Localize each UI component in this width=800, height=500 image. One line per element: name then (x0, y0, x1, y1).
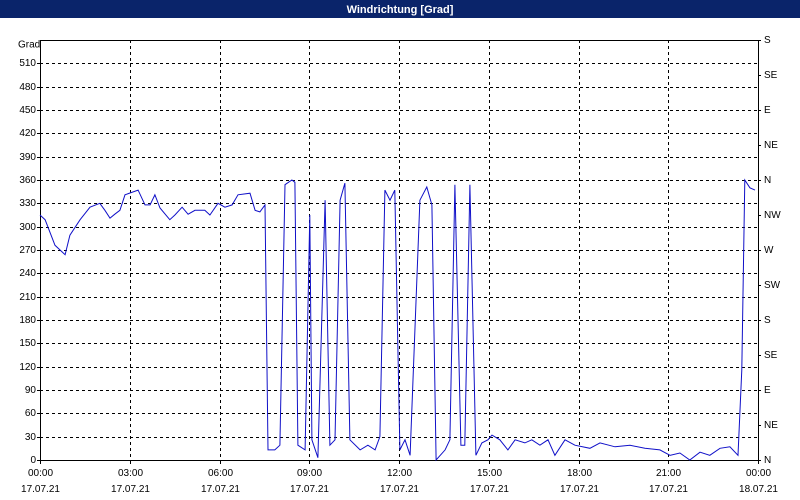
y2-tick-label: NW (764, 210, 781, 221)
y2-tick-label: N (764, 455, 771, 466)
x-tick-label: 03:00 17.07.21 (111, 468, 150, 495)
y2-tick-label: E (764, 385, 771, 396)
x-tick-label: 18:00 17.07.21 (560, 468, 599, 495)
plot-frame (40, 40, 759, 461)
x-tick-label: 09:00 17.07.21 (290, 468, 329, 495)
x-tick-label: 06:00 17.07.21 (201, 468, 240, 495)
y2-tick-label: E (764, 105, 771, 116)
y-tick-label: 330 (19, 198, 36, 209)
y-tick-label: 510 (19, 58, 36, 69)
y-tick-label: 0 (30, 455, 36, 466)
title-bar (0, 0, 800, 18)
data-line (39, 178, 756, 462)
y2-tick-label: N (764, 175, 771, 186)
x-tick-label: 21:00 17.07.21 (649, 468, 688, 495)
y2-tick-label: NE (764, 140, 778, 151)
y-axis-label: Grad (18, 40, 40, 51)
x-tick-label: 15:00 17.07.21 (470, 468, 509, 495)
y-tick-label: 30 (25, 432, 37, 443)
y-tick-label: 150 (19, 338, 36, 349)
x-tick-label: 00:00 18.07.21 (739, 468, 778, 495)
chart-title: Windrichtung [Grad] (347, 4, 454, 16)
y-tick-label: 60 (25, 408, 37, 419)
y2-tick-label: S (764, 315, 771, 326)
y2-tick-label: SE (764, 70, 778, 81)
x-tick-label: 00:00 17.07.21 (21, 468, 60, 495)
y-tick-label: 390 (19, 152, 36, 163)
y-tick-label: 210 (19, 292, 36, 303)
y-tick-label: 90 (25, 385, 37, 396)
y-tick-label: 120 (19, 362, 36, 373)
y2-tick-label: W (764, 245, 774, 256)
y2-tick-label: S (764, 35, 771, 46)
y-tick-label: 300 (19, 222, 36, 233)
y-tick-label: 240 (19, 268, 36, 279)
y2-tick-label: SW (764, 280, 781, 291)
y-tick-label: 480 (19, 82, 36, 93)
y-tick-label: 450 (19, 105, 36, 116)
y-tick-label: 420 (19, 128, 36, 139)
y2-tick-label: SE (764, 350, 778, 361)
y-tick-label: 270 (19, 245, 36, 256)
y2-tick-label: NE (764, 420, 778, 431)
y-tick-label: 180 (19, 315, 36, 326)
x-tick-label: 12:00 17.07.21 (380, 468, 419, 495)
y-tick-label: 360 (19, 175, 36, 186)
